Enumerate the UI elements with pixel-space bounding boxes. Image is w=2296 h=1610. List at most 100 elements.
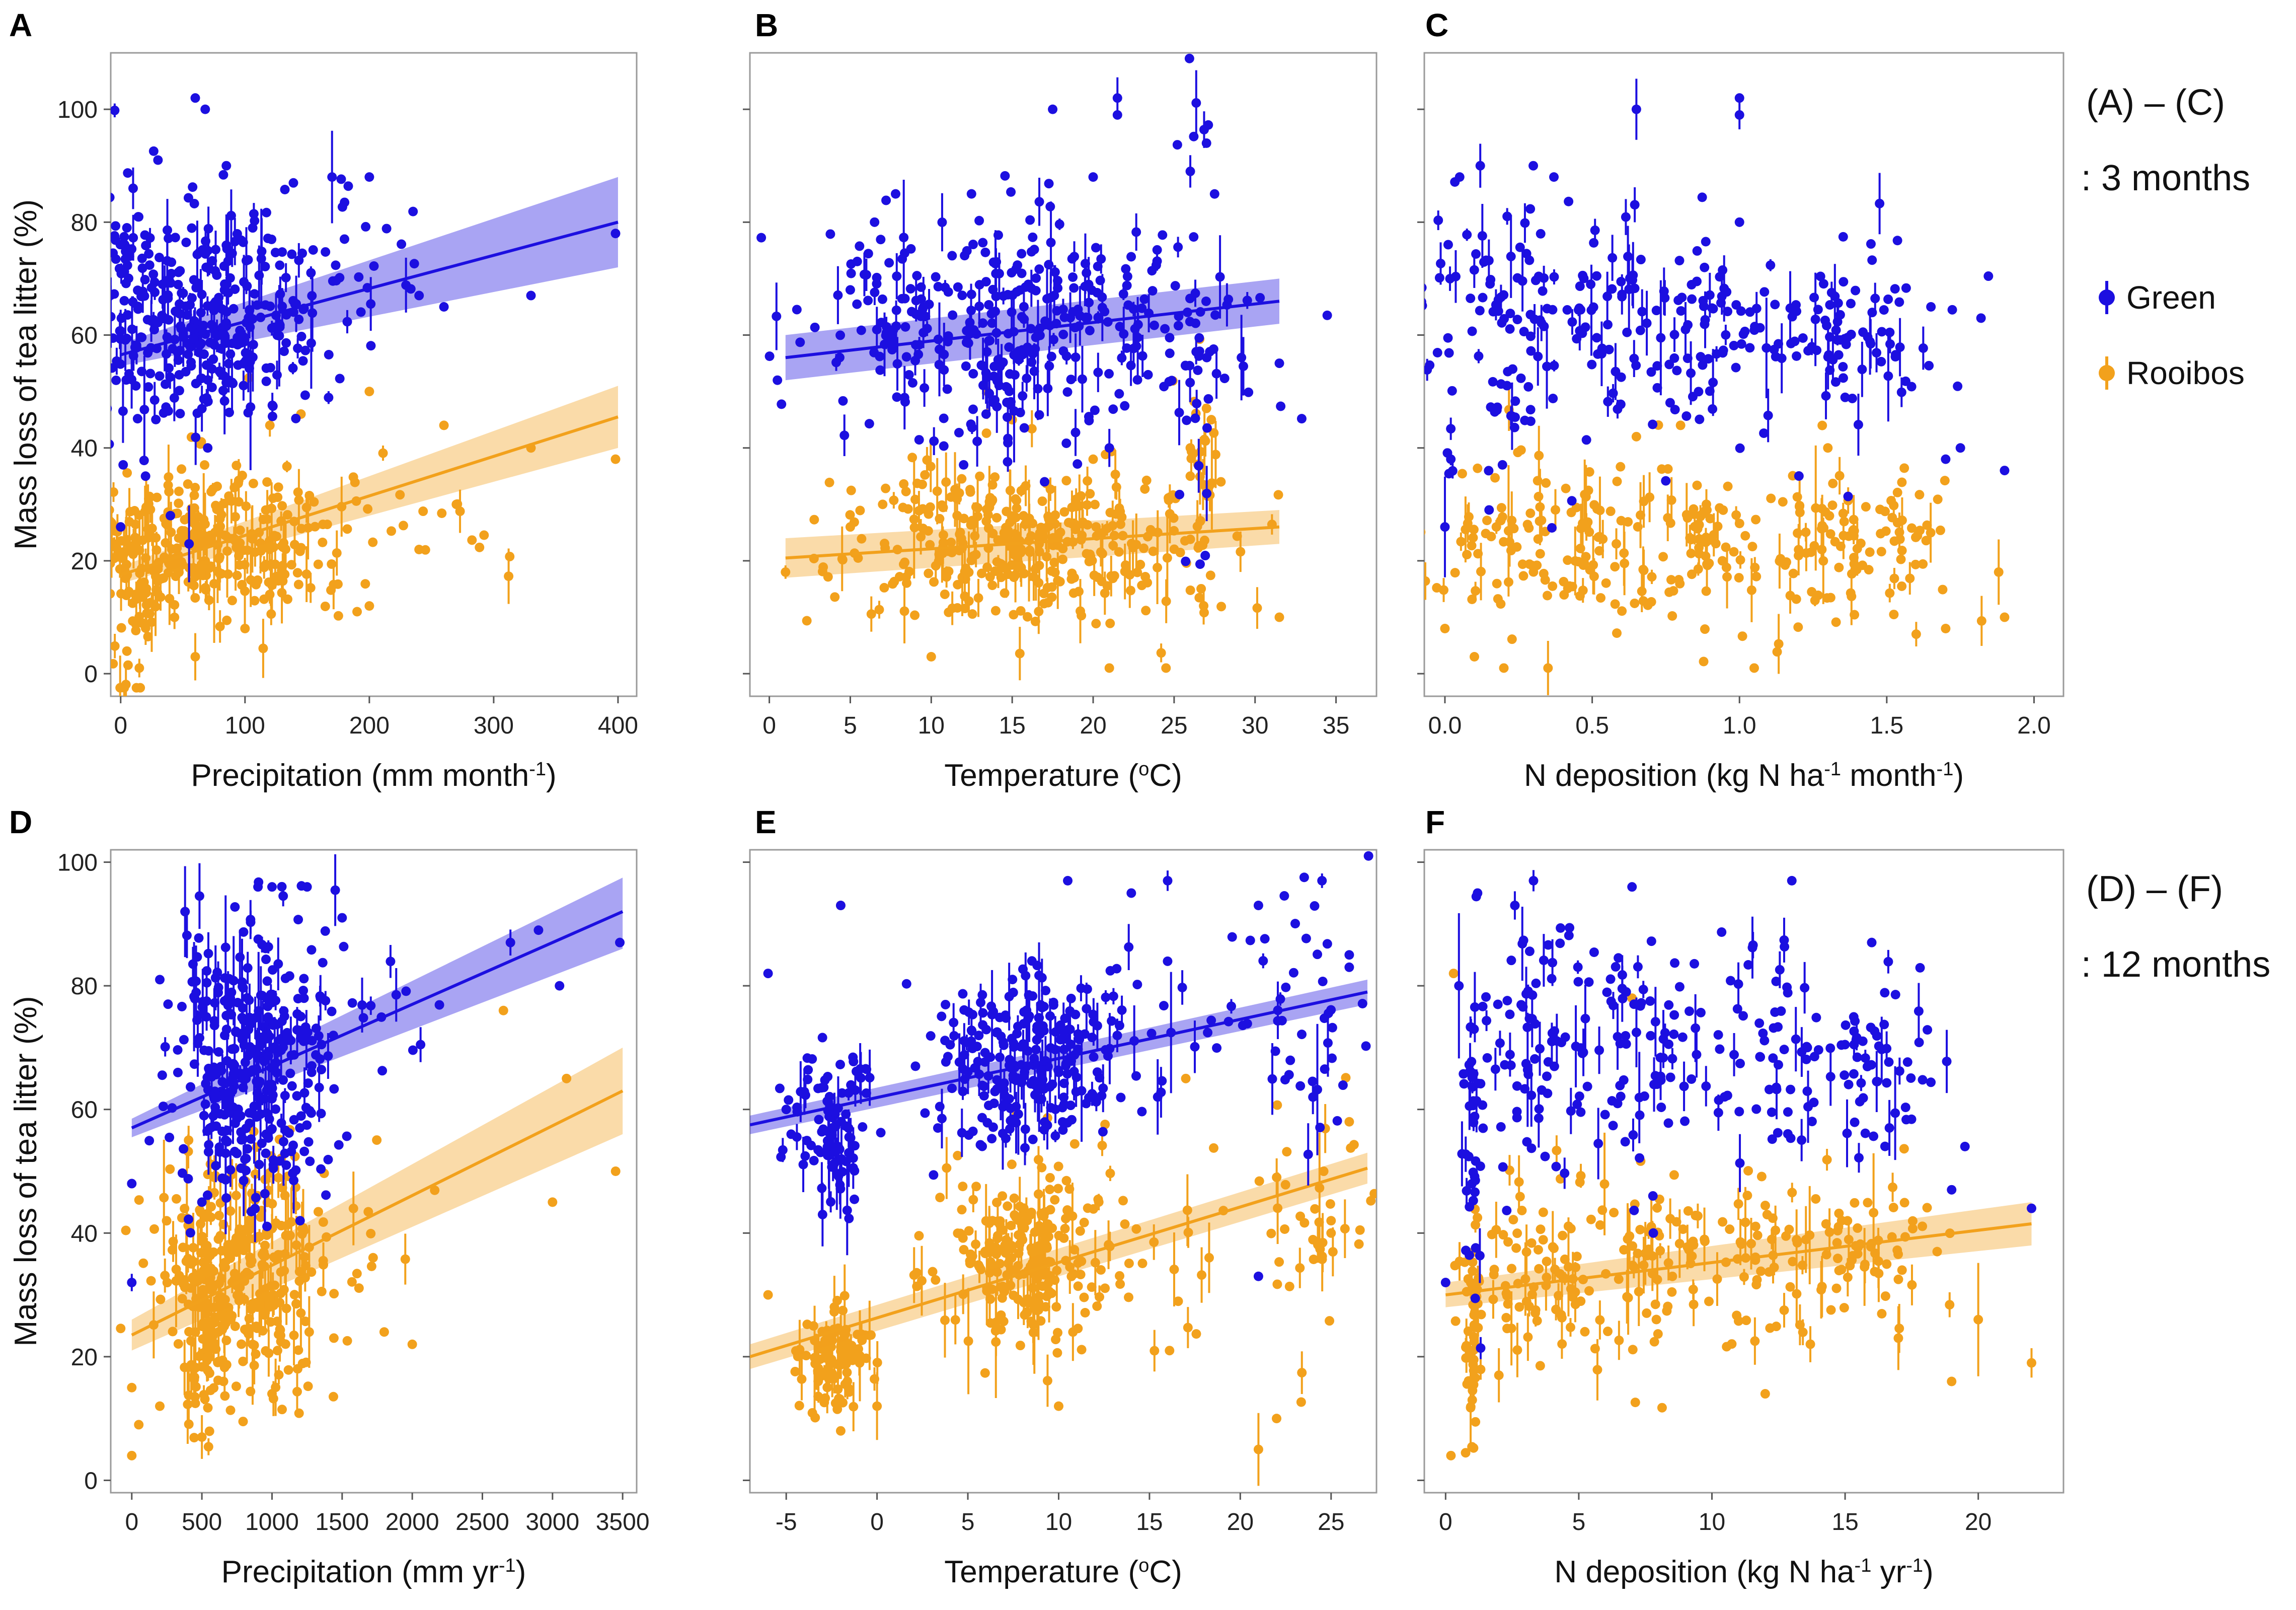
data-point	[266, 1317, 276, 1327]
data-point	[1933, 494, 1943, 504]
x-tick-label: 0	[762, 712, 776, 739]
data-point	[878, 499, 888, 509]
data-point	[1601, 578, 1611, 588]
data-point	[262, 1108, 272, 1118]
x-tick-label: 25	[1318, 1509, 1344, 1535]
data-point	[1274, 358, 1284, 369]
data-point	[1475, 306, 1485, 316]
data-point	[1173, 1296, 1183, 1306]
data-point	[948, 310, 958, 320]
data-point	[1149, 1237, 1159, 1247]
data-point	[1412, 581, 1421, 591]
data-point	[1011, 494, 1021, 504]
data-point	[1467, 541, 1477, 551]
data-point	[875, 365, 885, 375]
data-point	[343, 181, 353, 191]
data-point	[827, 1358, 837, 1368]
data-point	[323, 1051, 333, 1061]
data-point	[1450, 271, 1461, 281]
data-point	[991, 513, 1002, 523]
data-point	[1446, 424, 1456, 434]
data-point	[1006, 1280, 1016, 1290]
data-point	[1700, 624, 1710, 634]
data-point	[291, 1201, 301, 1211]
data-point	[342, 524, 352, 534]
data-point	[1112, 93, 1122, 103]
data-point	[1549, 172, 1559, 182]
data-point	[1524, 255, 1535, 265]
data-point	[1082, 500, 1092, 510]
data-point	[323, 1154, 333, 1164]
data-point	[238, 1356, 248, 1366]
data-point	[1096, 1265, 1106, 1275]
data-point	[324, 393, 334, 403]
data-point	[180, 1204, 190, 1214]
data-point	[1751, 515, 1761, 525]
data-point	[212, 302, 222, 312]
data-point	[1108, 521, 1118, 531]
data-point	[216, 368, 226, 378]
data-point	[170, 612, 180, 622]
data-point	[799, 1087, 809, 1097]
data-point	[1843, 333, 1853, 343]
data-point	[1734, 110, 1744, 120]
data-point	[302, 882, 312, 892]
data-point	[1697, 509, 1707, 520]
data-point	[1400, 340, 1410, 350]
data-point	[342, 317, 352, 327]
data-point	[809, 515, 819, 525]
data-point	[297, 248, 308, 258]
data-point	[981, 277, 991, 287]
data-point	[1170, 281, 1180, 291]
data-point	[1646, 597, 1656, 607]
data-point	[1062, 1069, 1073, 1079]
data-point	[899, 479, 909, 489]
data-point	[993, 355, 1003, 365]
data-point	[118, 406, 128, 416]
data-point	[985, 335, 995, 345]
data-point	[823, 1097, 833, 1107]
data-point	[1446, 454, 1456, 464]
data-point	[1847, 393, 1857, 403]
data-point	[778, 1145, 788, 1155]
data-point	[1424, 298, 1426, 306]
data-point	[1462, 550, 1472, 560]
data-point	[1872, 348, 1882, 358]
data-point	[1682, 513, 1693, 523]
data-point	[1124, 1292, 1134, 1302]
data-point	[1026, 1207, 1036, 1217]
data-point	[378, 448, 388, 458]
data-point	[197, 1302, 207, 1312]
data-point	[1017, 249, 1027, 259]
data-point	[264, 1348, 274, 1358]
data-point	[179, 1144, 189, 1154]
data-point	[111, 312, 116, 322]
data-point	[1921, 536, 1931, 546]
data-point	[1806, 547, 1816, 557]
data-point	[909, 515, 919, 525]
data-point	[297, 1223, 307, 1233]
data-point	[414, 290, 424, 301]
data-point	[1044, 521, 1054, 531]
data-point	[111, 641, 120, 651]
data-point	[220, 1391, 230, 1401]
data-point	[996, 1325, 1006, 1335]
data-point	[966, 189, 976, 199]
data-point	[149, 395, 160, 405]
data-point	[828, 1123, 838, 1133]
data-point	[299, 1088, 310, 1098]
data-point	[1172, 140, 1182, 150]
data-point	[134, 510, 144, 520]
data-point	[1046, 351, 1056, 361]
data-point	[1658, 552, 1668, 562]
data-point	[179, 1035, 189, 1045]
data-point	[240, 623, 250, 633]
data-point	[210, 1107, 220, 1117]
data-point	[976, 568, 986, 578]
data-point	[993, 535, 1003, 545]
data-point	[321, 247, 331, 257]
data-point	[1818, 556, 1828, 566]
data-point	[1012, 287, 1022, 297]
data-point	[277, 501, 287, 511]
data-point	[1530, 275, 1541, 285]
